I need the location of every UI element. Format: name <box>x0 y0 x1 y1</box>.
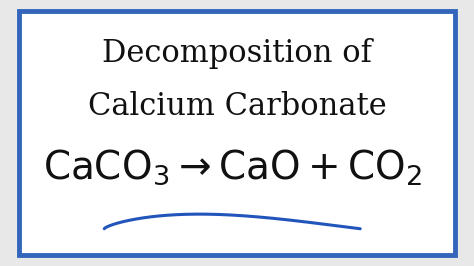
Text: Calcium Carbonate: Calcium Carbonate <box>88 91 386 122</box>
Text: Decomposition of: Decomposition of <box>102 38 372 69</box>
Text: $\mathrm{CaCO_3 \rightarrow CaO + CO_2}$: $\mathrm{CaCO_3 \rightarrow CaO + CO_2}$ <box>43 148 422 187</box>
FancyBboxPatch shape <box>19 11 455 255</box>
